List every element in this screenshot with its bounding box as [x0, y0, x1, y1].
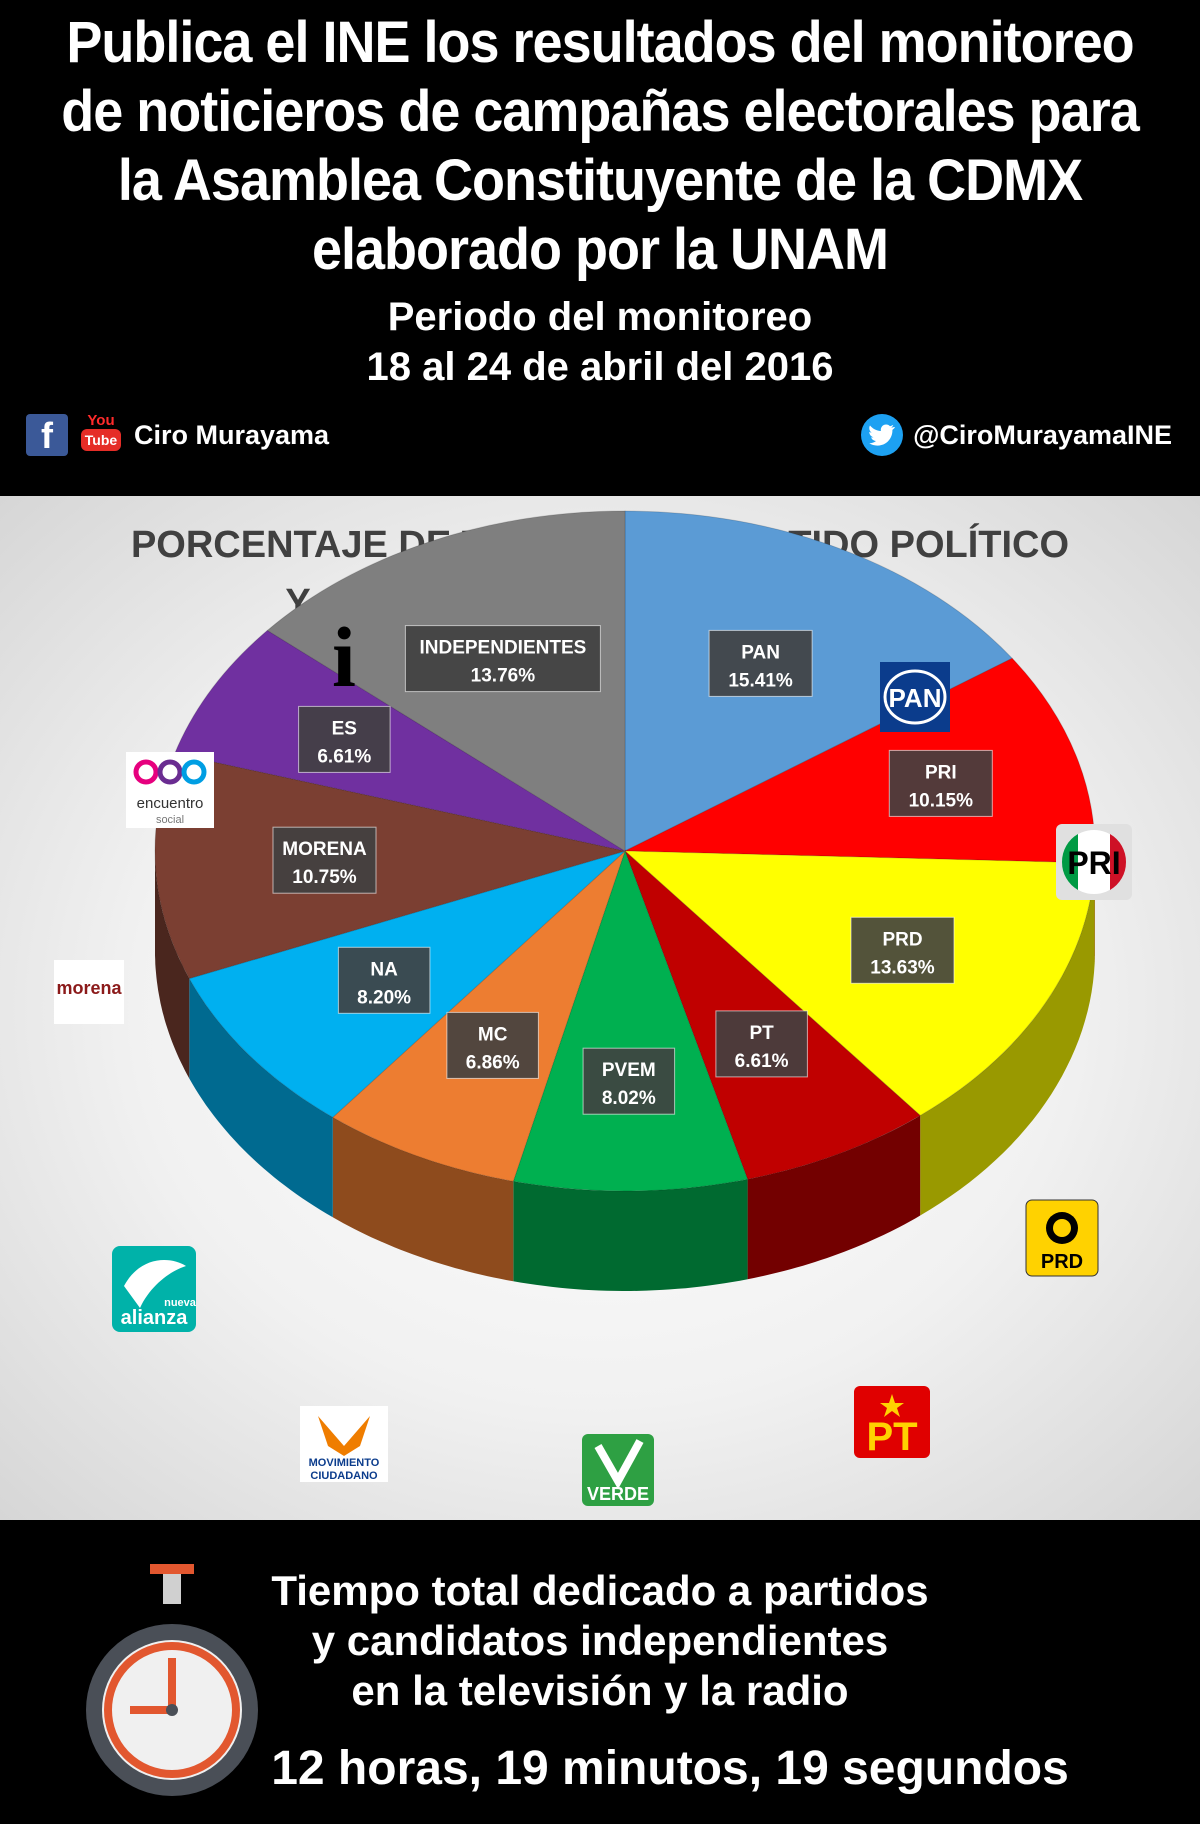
slice-category-label: PVEM: [602, 1060, 656, 1081]
slice-value-label: 13.76%: [471, 666, 536, 687]
footer-line: Tiempo total dedicado a partidos: [271, 1567, 929, 1614]
encuentro-social-logo: encuentro social: [126, 752, 214, 828]
svg-text:morena: morena: [56, 978, 122, 998]
svg-text:CIUDADANO: CIUDADANO: [310, 1470, 378, 1482]
period-line: Periodo del monitoreo: [387, 295, 813, 339]
verde-logo: VERDE: [582, 1434, 654, 1506]
social-left: f You Tube Ciro Murayama: [26, 413, 330, 457]
headline-line: la Asamblea Constituyente de la CDMX: [117, 148, 1083, 213]
svg-text:nueva: nueva: [164, 1297, 197, 1309]
slice-value-label: 15.41%: [728, 670, 793, 691]
slice-value-label: 6.86%: [466, 1052, 520, 1073]
slice-category-label: PAN: [741, 642, 780, 663]
footer-line: y candidatos independientes: [311, 1617, 889, 1664]
data-label: MORENA 10.75%: [272, 826, 377, 894]
slice-value-label: 10.15%: [909, 790, 974, 811]
svg-text:PRI: PRI: [1067, 845, 1120, 881]
prd-logo: PRD: [1025, 1199, 1099, 1277]
slice-category-label: PRI: [925, 762, 957, 783]
slice-value-label: 13.63%: [870, 957, 935, 978]
slice-category-label: NA: [370, 959, 398, 980]
slice-category-label: PRD: [882, 929, 922, 950]
pt-logo: PT: [854, 1386, 930, 1459]
morena-logo: morena: [54, 960, 124, 1024]
svg-text:VERDE: VERDE: [587, 1484, 649, 1504]
social-right: @CiroMurayamaINE: [861, 414, 1172, 456]
data-label: MC 6.86%: [446, 1011, 539, 1079]
slice-value-label: 10.75%: [292, 867, 357, 888]
data-label: NA 8.20%: [337, 946, 431, 1014]
pie-slice-es[interactable]: [174, 629, 626, 852]
youtube-icon[interactable]: You Tube: [80, 413, 122, 457]
headline-line: elaborado por la UNAM: [311, 217, 889, 283]
data-label: PVEM 8.02%: [582, 1047, 676, 1115]
facebook-icon[interactable]: f: [26, 414, 68, 456]
author-name[interactable]: Ciro Murayama: [134, 419, 330, 450]
svg-text:MOVIMIENTO: MOVIMIENTO: [309, 1457, 380, 1469]
slice-value-label: 8.02%: [602, 1088, 656, 1109]
pie-slice-pvem[interactable]: [512, 849, 749, 1192]
pie-side-pvem: [513, 1179, 748, 1291]
youtube-tube: Tube: [80, 429, 122, 451]
pie-side-morena: [155, 851, 190, 1079]
pan-logo: PAN: [880, 662, 950, 732]
svg-text:PAN: PAN: [889, 683, 942, 713]
pie-side-prd: [920, 863, 1095, 1216]
total-time: 12 horas, 19 minutos, 19 segundos: [271, 1742, 1069, 1795]
footer-description: Tiempo total dedicado a partidos y candi…: [240, 1566, 960, 1716]
slice-value-label: 8.20%: [357, 987, 411, 1008]
data-label: INDEPENDIENTES 13.76%: [404, 625, 601, 693]
data-label: PRD 13.63%: [850, 916, 955, 984]
headline: Publica el INE los resultados del monito…: [20, 8, 1180, 284]
slice-category-label: ES: [332, 718, 357, 739]
svg-text:encuentro: encuentro: [137, 795, 204, 812]
header: Publica el INE los resultados del monito…: [0, 0, 1200, 490]
slice-category-label: MC: [478, 1024, 508, 1045]
headline-line: Publica el INE los resultados del monito…: [66, 9, 1134, 75]
svg-text:PRD: PRD: [1041, 1251, 1083, 1273]
data-labels: PAN 15.41% PRI 10.15% PRD 13.63% PT 6.61% PVEM 8.…: [272, 625, 993, 1115]
data-label: PRI 10.15%: [888, 749, 993, 817]
pie-side-na: [189, 978, 333, 1218]
footer-line: en la televisión y la radio: [351, 1667, 849, 1714]
svg-text:social: social: [156, 814, 184, 826]
pie-side-pt: [747, 1115, 921, 1280]
pri-logo: PRI: [1056, 824, 1132, 900]
slice-value-label: 6.61%: [735, 1051, 789, 1072]
twitter-handle[interactable]: @CiroMurayamaINE: [913, 419, 1172, 450]
svg-text:i: i: [332, 609, 356, 705]
pie-sides: [155, 851, 1095, 1291]
independent-info-icon: i: [332, 609, 356, 705]
slice-value-label: 6.61%: [317, 746, 371, 767]
period-line: 18 al 24 de abril del 2016: [366, 345, 834, 389]
pie-chart: PAN 15.41% PRI 10.15% PRD 13.63% PT 6.61% PVEM 8.…: [54, 510, 1132, 1506]
slice-category-label: INDEPENDIENTES: [419, 638, 586, 659]
svg-text:PT: PT: [866, 1415, 917, 1459]
pie-slice-pan[interactable]: [624, 510, 1014, 852]
footer: Tiempo total dedicado a partidos y candi…: [0, 1522, 1200, 1824]
headline-line: de noticieros de campañas electorales pa…: [61, 79, 1140, 144]
data-label: PT 6.61%: [715, 1010, 808, 1078]
pie-side-mc: [332, 1117, 514, 1282]
svg-text:alianza: alianza: [121, 1307, 189, 1329]
data-label: ES 6.61%: [298, 705, 391, 773]
twitter-icon[interactable]: [861, 414, 904, 456]
slice-category-label: MORENA: [282, 839, 367, 860]
data-label: PAN 15.41%: [708, 629, 813, 697]
stopwatch-icon: [86, 1564, 258, 1796]
youtube-you: You: [87, 412, 115, 429]
slice-category-label: PT: [749, 1023, 774, 1044]
chart-panel: PORCENTAJE DE TIEMPO POR PARTIDO POLÍTIC…: [0, 496, 1200, 1520]
monitoring-period: Periodo del monitoreo 18 al 24 de abril …: [0, 292, 1200, 392]
